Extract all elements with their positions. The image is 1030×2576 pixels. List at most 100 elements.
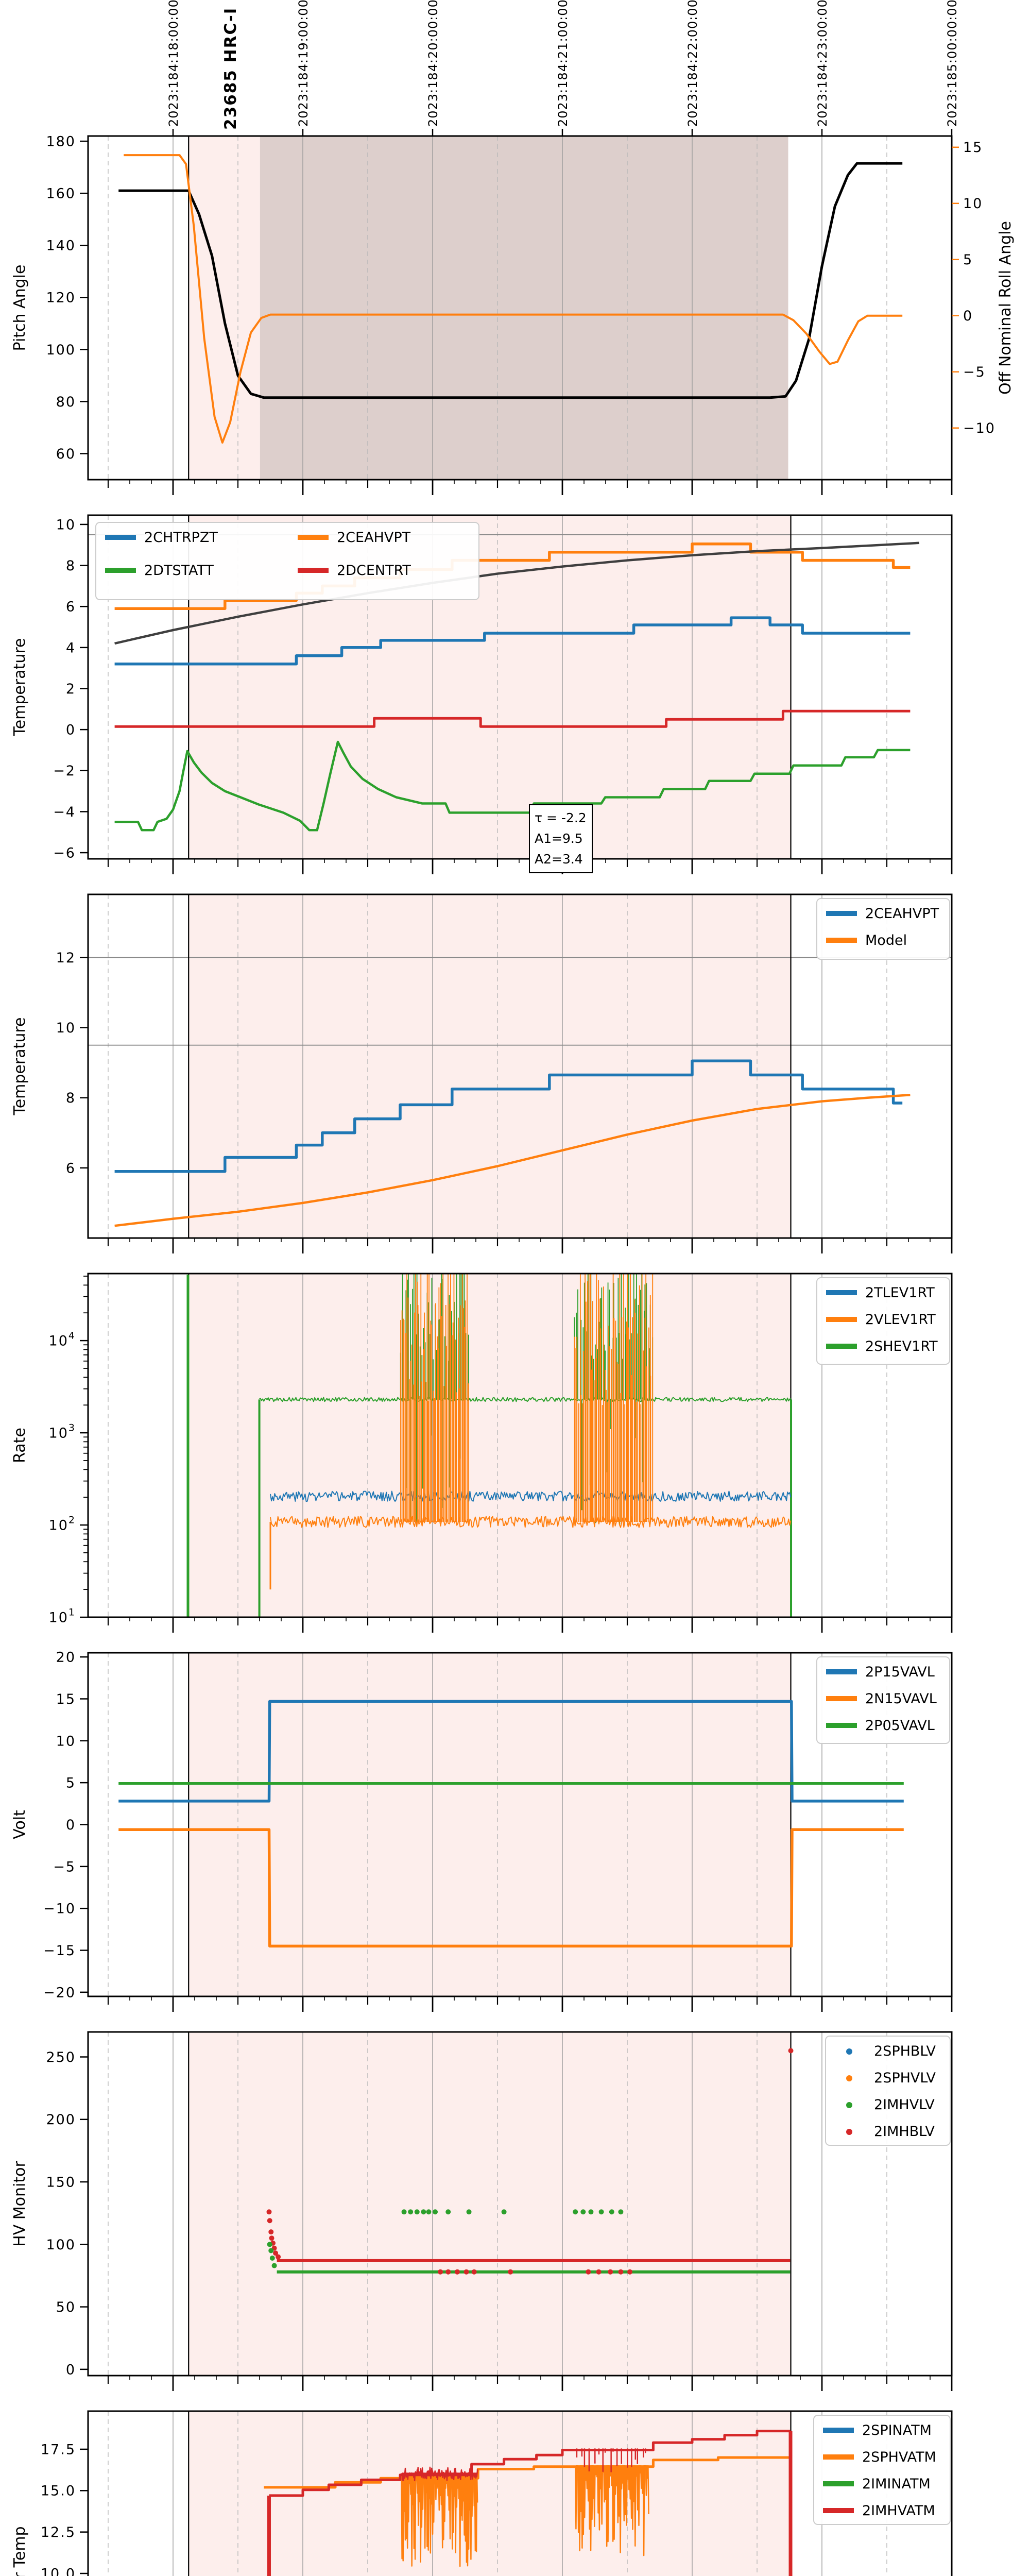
series-2P15VAVL (118, 1700, 904, 1803)
legend-label: 2CHTRPZT (144, 530, 218, 546)
y-axis-label: Temperature (11, 1017, 29, 1115)
legend-box (95, 522, 479, 600)
y-tick-label: −10 (43, 1901, 76, 1917)
y-tick-label: 10 (56, 1020, 76, 1036)
legend-box (816, 1277, 950, 1365)
series-2N15VAVL (118, 1828, 904, 1948)
legend: 2TLEV1RT 2VLEV1RT 2SHEV1RT (816, 1277, 950, 1365)
y-tick-label: 140 (46, 238, 76, 254)
right-tick-label: −10 (963, 420, 995, 436)
series-2VLEV1RT (270, 1516, 792, 1528)
scatter-dot (445, 2269, 451, 2275)
legend-marker (846, 2048, 852, 2055)
scatter-dot (573, 2209, 578, 2215)
legend-label: 2SPINATM (862, 2422, 932, 2438)
scatter-dot (267, 2218, 272, 2224)
y-tick-label: 103 (49, 1422, 76, 1442)
y-tick-label: 0 (66, 2362, 76, 2378)
scatter-dot (471, 2269, 477, 2275)
scatter-dot (273, 2250, 279, 2256)
shaded-band (188, 1274, 791, 1617)
series-2IMHVATM (269, 2430, 791, 2497)
scatter-dot (268, 2248, 274, 2253)
y-axis-label: Temperature (11, 638, 29, 736)
top-datetime-label: 2023:184:18:00:00.000 (166, 0, 181, 127)
panel-frame (87, 2031, 953, 2377)
scatter-dot (268, 2229, 274, 2235)
scatter-dot (580, 2209, 586, 2215)
y-tick-label: 12 (56, 950, 76, 966)
y-tick-label: 0 (66, 722, 76, 738)
legend: 2SPHBLV 2SPHVLV 2IMHVLV 2IMHBLV (825, 2036, 951, 2146)
legend-label: 2P15VAVL (865, 1664, 935, 1680)
scatter-dot (271, 2263, 277, 2268)
panel-temp2: 12 10 8 6 Temperature 2CEAHVPT Model (11, 893, 953, 1253)
legend-label: 2IMHVATM (862, 2503, 935, 2519)
annotation: τ = -2.2 A1=9.5 A2=3.4 (529, 804, 593, 873)
legend-label: 2DCENTRT (337, 563, 411, 579)
y-tick-label: 150 (46, 2175, 76, 2191)
series-roll (124, 154, 903, 444)
scatter-dot (588, 2209, 594, 2215)
y-tick-label: −20 (43, 1985, 76, 2001)
legend-label: 2N15VAVL (865, 1691, 937, 1707)
legend-box (825, 2036, 951, 2146)
right-axis-label: Off Nominal Roll Angle (997, 221, 1015, 395)
series-2DCENTRT (114, 709, 911, 728)
legend-label: 2SHEV1RT (865, 1338, 938, 1354)
y-tick-label: 4 (66, 640, 76, 656)
y-tick-label: 10 (56, 517, 76, 533)
panel-rate: 104 103 102 101 Rate 2TLEV1RT 2VLEV1RT 2SHEV1RT (11, 1273, 953, 1633)
legend-marker (846, 2129, 852, 2135)
y-tick-label: −2 (53, 763, 76, 779)
series-2CHTRPZT (114, 616, 911, 666)
shaded-band (188, 2032, 791, 2376)
annotation-line: τ = -2.2 (535, 810, 587, 825)
y-tick-label: 15.0 (41, 2483, 76, 2499)
scatter-dot (788, 2048, 794, 2054)
legend-label: 2TLEV1RT (865, 1285, 935, 1301)
panel-frame (87, 2410, 953, 2576)
scatter-dot (276, 2254, 281, 2260)
y-tick-label: 15 (56, 1691, 76, 1707)
shaded-band (188, 136, 260, 480)
shaded-band (188, 1653, 791, 1996)
legend-label: 2IMINATM (862, 2476, 931, 2492)
y-tick-label: 6 (66, 1160, 76, 1176)
legend: 2SPINATM 2SPHVATM 2IMINATM 2IMHVATM (813, 2415, 951, 2525)
series-pitch (118, 162, 903, 399)
y-tick-label: −4 (53, 804, 76, 820)
y-tick-label: 20 (56, 1650, 76, 1666)
y-tick-label: 50 (56, 2299, 76, 2315)
y-tick-label: 160 (46, 186, 76, 202)
top-datetime-label: 2023:185:00:00:00.000 (945, 0, 959, 127)
annotation-line: A1=9.5 (535, 831, 583, 846)
y-tick-label: 180 (46, 134, 76, 150)
scatter-dot (421, 2209, 426, 2215)
legend-marker (846, 2102, 852, 2108)
y-tick-label: 60 (56, 446, 76, 462)
y-axis-label: Pitch Angle (11, 265, 29, 351)
legend-label: Model (865, 933, 907, 948)
y-tick-label: 120 (46, 290, 76, 306)
series-burst (574, 2465, 649, 2556)
legend-marker (846, 2075, 852, 2081)
scatter-dot (433, 2209, 438, 2215)
y-tick-label: 200 (46, 2112, 76, 2128)
y-tick-label: −6 (53, 845, 76, 861)
scatter-dot (414, 2209, 420, 2215)
top-datetime-label: 2023:184:22:00:00.000 (685, 0, 700, 127)
y-tick-label: 2 (66, 681, 76, 697)
top-datetime-label: 2023:184:21:00:00.000 (556, 0, 570, 127)
scatter-dot (608, 2269, 613, 2275)
legend-label: 2CEAHVPT (865, 906, 939, 922)
series-2CEAHVPT (114, 1059, 903, 1173)
y-tick-label: 8 (66, 558, 76, 574)
right-tick-label: 15 (963, 140, 983, 156)
legend: 2P15VAVL 2N15VAVL 2P05VAVL (816, 1656, 950, 1744)
y-axis-label: HV Monitor (11, 2161, 29, 2247)
annotation-line: A2=3.4 (535, 852, 583, 867)
legend-label: 2SPHBLV (874, 2043, 936, 2059)
y-tick-label: 0 (66, 1817, 76, 1833)
